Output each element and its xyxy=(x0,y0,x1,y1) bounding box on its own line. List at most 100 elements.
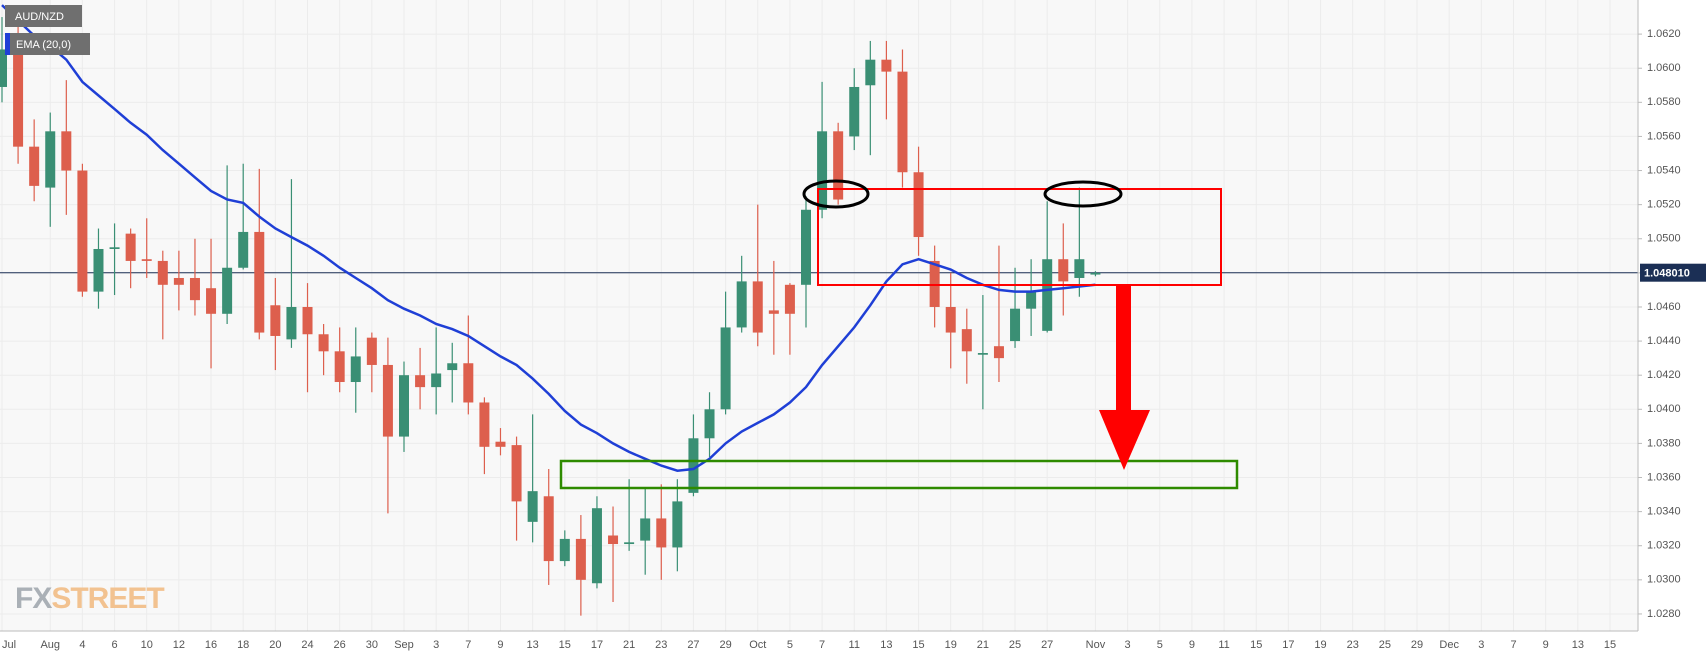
candle-body xyxy=(849,86,860,137)
candle-body xyxy=(752,281,763,333)
x-tick-label: 13 xyxy=(1572,639,1584,651)
candle-body xyxy=(29,146,40,186)
down-arrow xyxy=(1099,284,1150,470)
x-tick-label: 11 xyxy=(1218,639,1229,651)
candle-body xyxy=(913,172,924,238)
x-tick-label: 21 xyxy=(623,639,635,651)
x-tick-label: 27 xyxy=(687,639,699,651)
x-tick-label: 15 xyxy=(912,639,924,651)
candle-body xyxy=(479,402,490,447)
y-tick-label: 1.0300 xyxy=(1647,574,1681,586)
legend-swatch xyxy=(5,33,10,55)
x-tick-label: 15 xyxy=(1250,639,1262,651)
candle-body xyxy=(720,327,731,410)
candle-body xyxy=(222,267,233,314)
y-tick-label: 1.0320 xyxy=(1647,540,1681,552)
watermark-suffix: STREET xyxy=(51,582,164,615)
y-tick-label: 1.0540 xyxy=(1647,164,1681,176)
x-tick-label: 7 xyxy=(465,639,471,651)
x-tick-label: 5 xyxy=(787,639,793,651)
x-tick-label: 19 xyxy=(1314,639,1326,651)
candle-body xyxy=(318,334,329,352)
y-tick-label: 1.0520 xyxy=(1647,199,1681,211)
x-tick-label: Jul xyxy=(2,639,16,651)
candle-body xyxy=(1026,291,1037,309)
x-tick-label: 20 xyxy=(269,639,281,651)
support-box xyxy=(559,459,1239,490)
x-tick-label: 17 xyxy=(1282,639,1294,651)
candle-body xyxy=(608,535,619,545)
candle-body xyxy=(254,231,265,333)
candle-body xyxy=(1074,259,1085,278)
candle-body xyxy=(993,346,1004,359)
highlight-ellipse xyxy=(802,179,870,209)
candle-body xyxy=(495,441,506,447)
candle-body xyxy=(881,59,892,72)
candle-body xyxy=(13,44,24,147)
legend-label: EMA (20,0) xyxy=(16,39,71,51)
x-tick-label: 3 xyxy=(433,639,439,651)
y-tick-label: 1.0340 xyxy=(1647,506,1681,518)
watermark-prefix: FX xyxy=(15,582,52,615)
y-tick-label: 1.0380 xyxy=(1647,437,1681,449)
candle-body xyxy=(817,131,828,210)
candle-body xyxy=(977,353,988,355)
candle-body xyxy=(270,305,281,336)
candle-body xyxy=(77,170,88,292)
candle-body xyxy=(865,59,876,86)
candle-body xyxy=(672,501,683,548)
x-tick-label: 4 xyxy=(79,639,85,651)
candle-body xyxy=(591,508,602,584)
x-tick-label: 25 xyxy=(1009,639,1021,651)
candle-body xyxy=(447,363,458,371)
y-tick-label: 1.0620 xyxy=(1647,28,1681,40)
candle-body xyxy=(125,233,136,261)
candle-body xyxy=(206,288,217,314)
y-tick-label: 1.0420 xyxy=(1647,369,1681,381)
candle-body xyxy=(945,306,956,333)
x-tick-label: 15 xyxy=(1604,639,1616,651)
candle-body xyxy=(382,364,393,437)
candle-body xyxy=(575,538,586,580)
legend-box xyxy=(5,5,82,27)
candle-body xyxy=(173,277,184,285)
x-tick-label: 13 xyxy=(880,639,892,651)
candle-body xyxy=(302,306,313,335)
x-tick-label: 24 xyxy=(301,639,313,651)
candle-body xyxy=(334,351,345,383)
y-tick-label: 1.0600 xyxy=(1647,62,1681,74)
candle-body xyxy=(543,496,554,562)
candle-body xyxy=(768,310,779,314)
y-tick-label: 1.0280 xyxy=(1647,608,1681,620)
x-tick-label: Aug xyxy=(40,639,60,651)
candle-body xyxy=(415,375,426,388)
candle-body xyxy=(141,259,152,261)
candle-body xyxy=(157,260,168,285)
x-tick-label: 12 xyxy=(173,639,185,651)
x-tick-label: 9 xyxy=(497,639,503,651)
y-tick-label: 1.0400 xyxy=(1647,403,1681,415)
current-price-box xyxy=(1640,263,1706,282)
candle-body xyxy=(688,438,699,493)
candle-body xyxy=(961,329,972,352)
legend-box xyxy=(5,33,90,55)
x-tick-label: 11 xyxy=(849,639,860,651)
candle-body xyxy=(1042,259,1053,331)
x-tick-label: 9 xyxy=(1543,639,1549,651)
x-tick-label: 9 xyxy=(1189,639,1195,651)
y-tick-label: 1.0440 xyxy=(1647,335,1681,347)
candle-body xyxy=(929,260,940,307)
x-tick-label: 18 xyxy=(237,639,249,651)
x-tick-label: 7 xyxy=(1510,639,1516,651)
x-tick-label: Nov xyxy=(1086,639,1106,651)
x-tick-label: 10 xyxy=(141,639,153,651)
marks xyxy=(0,4,1638,616)
candle-body xyxy=(704,409,715,439)
x-tick-label: 3 xyxy=(1478,639,1484,651)
candle-body xyxy=(897,71,908,173)
watermark: FXSTREET xyxy=(15,582,164,615)
candle-body xyxy=(109,247,120,249)
x-tick-label: 29 xyxy=(1411,639,1423,651)
x-tick-label: 17 xyxy=(591,639,603,651)
resistance-box xyxy=(817,188,1222,286)
